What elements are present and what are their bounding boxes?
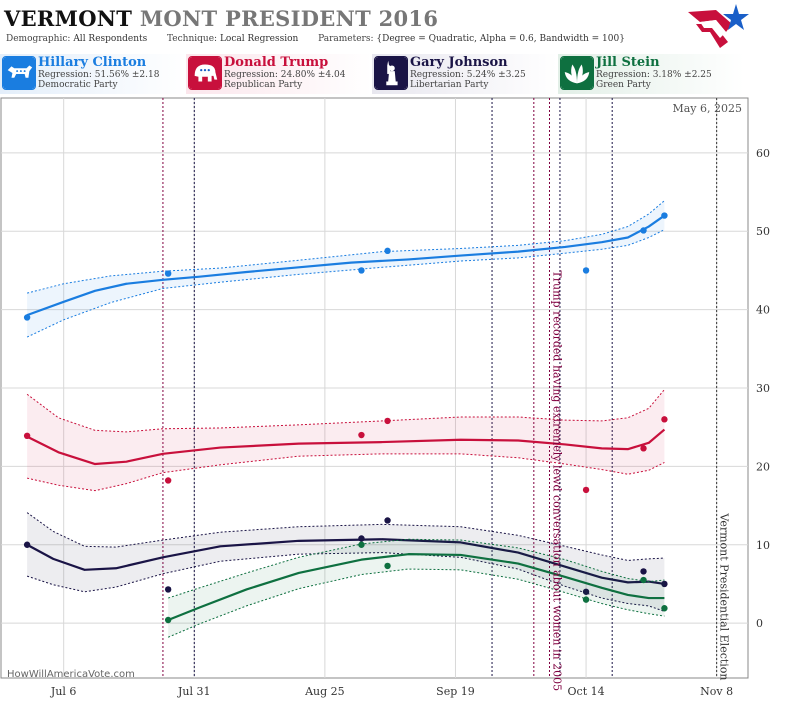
legend-name: Donald Trump — [224, 55, 329, 70]
y-tick-label: 40 — [756, 304, 770, 317]
poll-point — [661, 605, 668, 612]
legend-item-trump[interactable]: Donald Trump Regression: 24.80% ±4.04 Re… — [186, 54, 372, 94]
poll-point — [358, 541, 365, 548]
band-upper — [26, 389, 665, 433]
y-tick-label: 50 — [756, 225, 770, 238]
poll-point — [661, 580, 668, 588]
legend-party: Green Party — [596, 80, 651, 90]
poll-point — [384, 562, 391, 570]
poll-point — [358, 267, 365, 274]
regression-line — [26, 538, 665, 586]
page-title: VERMONT MONT PRESIDENT 2016 — [4, 6, 438, 31]
polling-chart: 0 10 20 30 40 50 60 Jul 6 Jul 31 Aug 25 Sep 19 Oct … — [0, 97, 770, 698]
legend-party: Democratic Party — [38, 80, 118, 90]
poll-point — [164, 477, 172, 484]
legend-party: Libertarian Party — [410, 80, 489, 90]
title-state: VERMONT — [4, 6, 133, 31]
poll-point — [23, 314, 31, 321]
y-tick-label: 0 — [756, 617, 763, 630]
band-lower — [26, 229, 665, 338]
liberty-statue-icon — [374, 56, 408, 90]
poll-point — [582, 486, 590, 494]
band-lower — [167, 568, 665, 638]
poll-point — [23, 432, 31, 440]
legend-item-clinton[interactable]: Hillary Clinton Regression: 51.56% ±2.18… — [0, 54, 186, 94]
y-tick-label: 20 — [756, 460, 770, 473]
y-tick-label: 30 — [756, 382, 770, 395]
legend-name: Gary Johnson — [410, 55, 508, 70]
x-tick-label: Sep 19 — [436, 685, 475, 698]
poll-point — [640, 568, 647, 575]
poll-point — [358, 535, 365, 542]
legend-party: Republican Party — [224, 80, 303, 90]
band-lower — [27, 453, 665, 492]
legend-regression: Regression: 3.18% ±2.25 — [596, 70, 712, 80]
x-tick-label: Aug 25 — [304, 685, 345, 698]
poll-point — [640, 576, 647, 584]
poll-point — [164, 616, 172, 624]
poll-point — [582, 596, 590, 603]
legend-name: Jill Stein — [596, 55, 660, 70]
poll-point — [384, 517, 391, 524]
title-rest: MONT PRESIDENT 2016 — [139, 6, 439, 31]
donkey-icon — [2, 56, 36, 90]
demographic-label: Demographic: — [6, 34, 71, 44]
poll-point — [384, 247, 391, 255]
parameters-value: {Degree = Quadratic, Alpha = 0.6, Bandwi… — [376, 34, 625, 44]
demographic-value: All Respondents — [73, 34, 148, 44]
parameters-line: Demographic: All Respondents Technique: … — [6, 34, 625, 44]
technique-value: Local Regression — [219, 34, 299, 44]
legend-name: Hillary Clinton — [38, 55, 147, 70]
poll-point — [661, 212, 668, 219]
band-upper — [168, 538, 665, 599]
confidence-band — [27, 389, 665, 491]
legend-item-johnson[interactable]: Gary Johnson Regression: 5.24% ±3.25 Lib… — [372, 54, 558, 94]
header: VERMONT MONT PRESIDENT 2016 Demographic:… — [0, 0, 789, 52]
legend-regression: Regression: 24.80% ±4.04 — [224, 70, 346, 80]
x-tick-label: Jul 6 — [50, 685, 77, 698]
poll-point — [640, 445, 647, 452]
confidence-band — [168, 539, 665, 638]
regression-line — [167, 553, 665, 622]
poll-point — [640, 227, 647, 234]
elephant-icon — [188, 56, 222, 90]
site-logo-icon[interactable] — [686, 2, 750, 50]
x-tick-label: Oct 14 — [568, 685, 605, 698]
band-lower — [26, 552, 665, 612]
technique-label: Technique: — [167, 34, 218, 44]
annotation-label: Trump recorded having extremely lewd con… — [550, 270, 563, 691]
poll-point — [164, 586, 172, 593]
candidate-legend: Hillary Clinton Regression: 51.56% ±2.18… — [0, 54, 789, 94]
poll-point — [384, 417, 391, 425]
x-tick-label: Jul 31 — [177, 685, 211, 698]
regression-line — [26, 428, 666, 466]
annotation-label: Vermont Presidential Election — [718, 512, 731, 680]
legend-item-stein[interactable]: Jill Stein Regression: 3.18% ±2.25 Green… — [558, 54, 744, 94]
legend-regression: Regression: 5.24% ±3.25 — [410, 70, 526, 80]
confidence-band — [27, 200, 665, 338]
band-upper — [26, 200, 665, 294]
parameters-label: Parameters: — [318, 34, 374, 44]
date-label: May 6, 2025 — [672, 102, 742, 115]
poll-point — [661, 416, 668, 423]
legend-regression: Regression: 51.56% ±2.18 — [38, 70, 160, 80]
y-tick-label: 10 — [756, 539, 770, 552]
poll-point — [164, 270, 172, 277]
band-upper — [26, 512, 665, 561]
x-tick-label: Nov 8 — [700, 685, 733, 698]
poll-point — [23, 541, 31, 548]
watermark: HowWillAmericaVote.com — [7, 669, 135, 680]
y-tick-label: 60 — [756, 147, 770, 160]
regression-line — [26, 214, 666, 317]
leaf-icon — [560, 56, 594, 90]
poll-point — [582, 588, 590, 595]
poll-point — [582, 267, 590, 274]
poll-point — [358, 431, 365, 439]
